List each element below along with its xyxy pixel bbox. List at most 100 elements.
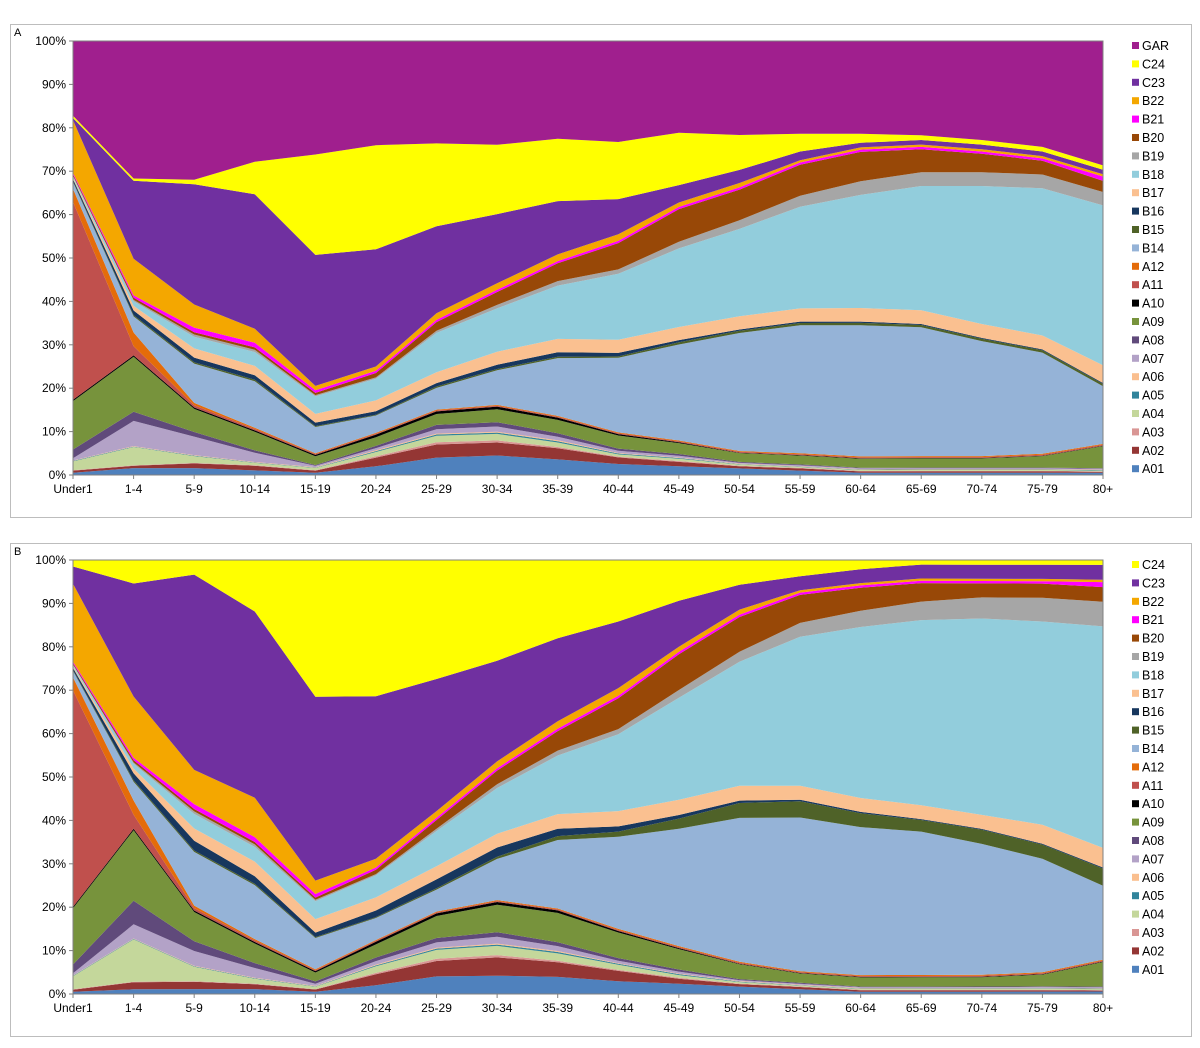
- x-tick-label: 55-59: [785, 482, 816, 496]
- y-tick-label: 70%: [42, 683, 66, 697]
- x-tick-label: 15-19: [300, 1001, 331, 1015]
- y-tick-label: 90%: [42, 77, 66, 91]
- legend-label-a11: A11: [1142, 779, 1163, 793]
- y-tick-label: 0%: [49, 468, 67, 482]
- legend-swatch-a03: [1132, 929, 1139, 936]
- legend-swatch-b16: [1132, 207, 1139, 215]
- y-tick-label: 40%: [42, 294, 66, 308]
- legend-swatch-b22: [1132, 97, 1139, 105]
- legend-swatch-a05: [1132, 892, 1139, 900]
- y-tick-label: 20%: [42, 900, 66, 914]
- x-tick-label: 1-4: [125, 1001, 143, 1015]
- legend-label-a07: A07: [1142, 852, 1164, 866]
- legend-swatch-b19: [1132, 653, 1139, 660]
- legend-label-a05: A05: [1142, 889, 1164, 903]
- legend-swatch-b18: [1132, 671, 1139, 679]
- legend-label-a04: A04: [1142, 407, 1164, 421]
- legend-label-a10: A10: [1142, 797, 1164, 811]
- legend-label-a08: A08: [1142, 333, 1164, 347]
- legend-swatch-a08: [1132, 336, 1139, 344]
- legend-label-b21: B21: [1142, 613, 1164, 627]
- area-series-c24: [73, 115, 1103, 255]
- y-tick-label: 60%: [42, 208, 66, 222]
- y-tick-label: 90%: [42, 596, 66, 610]
- legend-swatch-c24: [1132, 561, 1139, 568]
- legend-swatch-b17: [1132, 689, 1139, 697]
- legend-swatch-b16: [1132, 708, 1139, 716]
- legend-label-gar: GAR: [1142, 39, 1169, 53]
- legend-swatch-c23: [1132, 78, 1139, 86]
- legend-label-b15: B15: [1142, 724, 1164, 738]
- area-series-b14: [73, 670, 1103, 976]
- x-tick-label: 40-44: [603, 482, 634, 496]
- area-series-a01: [73, 975, 1103, 994]
- area-series-c24: [73, 560, 1103, 697]
- legend-swatch-b14: [1132, 745, 1139, 752]
- legend-swatch-a09: [1132, 318, 1139, 325]
- legend-label-b19: B19: [1142, 149, 1164, 163]
- legend-label-c23: C23: [1142, 576, 1165, 590]
- area-series-a04: [73, 939, 1103, 991]
- legend-label-a03: A03: [1142, 425, 1164, 439]
- legend-label-b14: B14: [1142, 742, 1164, 756]
- legend-swatch-b14: [1132, 244, 1139, 252]
- y-tick-label: 50%: [42, 770, 66, 784]
- legend-swatch-a10: [1132, 299, 1139, 307]
- legend-swatch-a11: [1132, 281, 1139, 289]
- x-tick-label: 30-34: [482, 1001, 513, 1015]
- legend-swatch-c23: [1132, 579, 1139, 587]
- legend-label-c24: C24: [1142, 57, 1165, 71]
- y-tick-label: 80%: [42, 640, 66, 654]
- x-tick-label: Under1: [53, 482, 93, 496]
- y-tick-label: 30%: [42, 857, 66, 871]
- legend-label-a12: A12: [1142, 760, 1164, 774]
- area-series-a07: [73, 924, 1103, 989]
- legend-swatch-a06: [1132, 373, 1139, 381]
- legend-label-c24: C24: [1142, 558, 1165, 572]
- y-tick-label: 0%: [49, 987, 67, 1001]
- legend-label-b17: B17: [1142, 687, 1164, 701]
- legend-swatch-a01: [1132, 965, 1139, 973]
- chart-a: 0% 10% 20% 30% 40% 50% 60% 70% 80% 90% 100% Under1 1…: [35, 34, 1169, 496]
- legend-label-a12: A12: [1142, 260, 1164, 274]
- legend-label-a06: A06: [1142, 871, 1164, 885]
- x-tick-label: 35-39: [542, 1001, 573, 1015]
- legend-swatch-b15: [1132, 726, 1139, 734]
- legend-swatch-b20: [1132, 634, 1139, 642]
- y-tick-label: 100%: [35, 553, 66, 567]
- y-tick-label: 30%: [42, 338, 66, 352]
- y-tick-label: 20%: [42, 381, 66, 395]
- x-tick-label: 10-14: [239, 482, 270, 496]
- legend-label-b20: B20: [1142, 131, 1164, 145]
- y-tick-label: 80%: [42, 121, 66, 135]
- x-tick-label: 25-29: [421, 482, 452, 496]
- x-tick-label: 25-29: [421, 1001, 452, 1015]
- area-series-c23: [73, 564, 1103, 881]
- legend-label-b17: B17: [1142, 186, 1164, 200]
- x-tick-label: 50-54: [724, 1001, 755, 1015]
- legend-label-a08: A08: [1142, 834, 1164, 848]
- panel-a: A 0% 10% 20% 30% 40% 50% 60% 70% 80% 90% 100% Under…: [10, 24, 1192, 518]
- area-series-gar: [73, 41, 1103, 180]
- legend-label-a04: A04: [1142, 908, 1164, 922]
- x-tick-label: 15-19: [300, 482, 331, 496]
- legend-swatch-a02: [1132, 446, 1139, 454]
- x-tick-label: 75-79: [1027, 1001, 1058, 1015]
- area-series-a02: [73, 442, 1103, 473]
- x-tick-label: 10-14: [239, 1001, 270, 1015]
- x-tick-label: 65-69: [906, 1001, 937, 1015]
- legend-label-b18: B18: [1142, 668, 1164, 682]
- legend-label-b18: B18: [1142, 168, 1164, 182]
- legend-swatch-gar: [1132, 42, 1139, 49]
- legend-label-b16: B16: [1142, 705, 1164, 719]
- legend-swatch-a01: [1132, 465, 1139, 473]
- legend-swatch-b22: [1132, 597, 1139, 605]
- legend-label-b19: B19: [1142, 650, 1164, 664]
- legend-label-a06: A06: [1142, 370, 1164, 384]
- legend-label-b22: B22: [1142, 595, 1164, 609]
- x-tick-label: 5-9: [186, 1001, 204, 1015]
- area-series-b18: [73, 176, 1103, 414]
- legend-label-a07: A07: [1142, 352, 1164, 366]
- y-tick-label: 10%: [42, 944, 66, 958]
